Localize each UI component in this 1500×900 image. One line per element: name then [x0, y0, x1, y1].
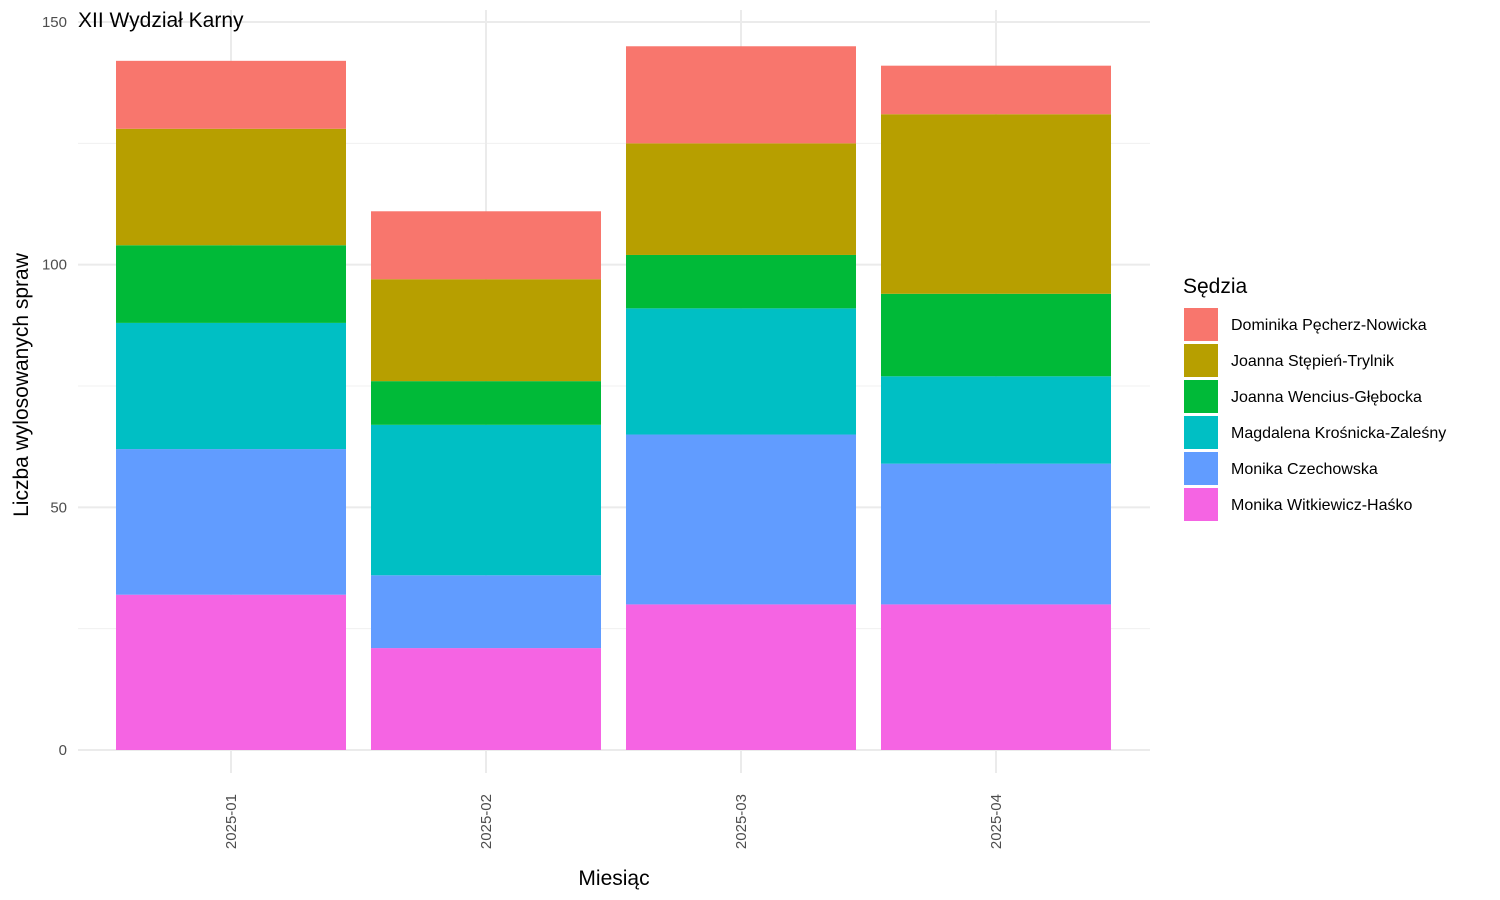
y-axis-title: Liczba wylosowanych spraw [10, 252, 33, 517]
legend-swatch [1184, 344, 1218, 377]
legend-swatch [1184, 308, 1218, 341]
legend-swatch [1184, 416, 1218, 449]
bar-segment [116, 594, 346, 750]
bars [116, 46, 1111, 750]
x-tick-label: 2025-03 [733, 794, 750, 849]
bar-segment [881, 463, 1111, 605]
bar-segment [371, 211, 601, 280]
y-tick-label: 0 [59, 742, 67, 759]
bar-segment [881, 114, 1111, 294]
y-axis: 0 50 100 150 [42, 14, 67, 759]
bar-segment [371, 381, 601, 425]
bar-segment [626, 308, 856, 435]
bar-segment [116, 60, 346, 129]
legend-label: Dominika Pęcherz-Nowicka [1231, 317, 1427, 334]
bar-segment [626, 46, 856, 144]
x-tick-label: 2025-02 [478, 794, 495, 849]
legend-label: Monika Witkiewicz-Haśko [1231, 497, 1412, 514]
bar-segment [881, 604, 1111, 750]
bar-segment [626, 604, 856, 750]
bar-segment [881, 376, 1111, 464]
bar-segment [116, 128, 346, 246]
bar-segment [626, 434, 856, 605]
x-tick-label: 2025-04 [988, 794, 1005, 849]
legend-swatch [1184, 452, 1218, 485]
bar-segment [371, 279, 601, 382]
legend-label: Joanna Wencius-Głębocka [1231, 389, 1422, 406]
chart-title: XII Wydział Karny [78, 9, 244, 32]
legend-swatch [1184, 488, 1218, 521]
x-tick-label: 2025-01 [223, 794, 240, 849]
bar-segment [116, 322, 346, 450]
legend-label: Magdalena Krośnicka-Zaleśny [1231, 425, 1446, 442]
x-axis: 2025-01 2025-02 2025-03 2025-04 [223, 794, 1005, 849]
y-tick-label: 150 [42, 14, 67, 31]
y-tick-label: 50 [50, 499, 67, 516]
legend-swatch [1184, 380, 1218, 413]
bar-segment [881, 293, 1111, 377]
legend: Sędzia Dominika Pęcherz-Nowicka Joanna St… [1183, 275, 1446, 521]
legend-label: Joanna Stępień-Trylnik [1231, 353, 1395, 370]
bar-segment [626, 254, 856, 309]
bar-segment [371, 648, 601, 750]
bar-segment [626, 143, 856, 255]
bar-segment [371, 575, 601, 649]
x-axis-title: Miesiąc [578, 867, 649, 890]
bar-segment [116, 245, 346, 323]
bar-segment [371, 424, 601, 576]
legend-title: Sędzia [1183, 275, 1248, 298]
legend-label: Monika Czechowska [1231, 461, 1378, 478]
y-tick-label: 100 [42, 257, 67, 274]
bar-segment [881, 65, 1111, 115]
bar-segment [116, 449, 346, 595]
